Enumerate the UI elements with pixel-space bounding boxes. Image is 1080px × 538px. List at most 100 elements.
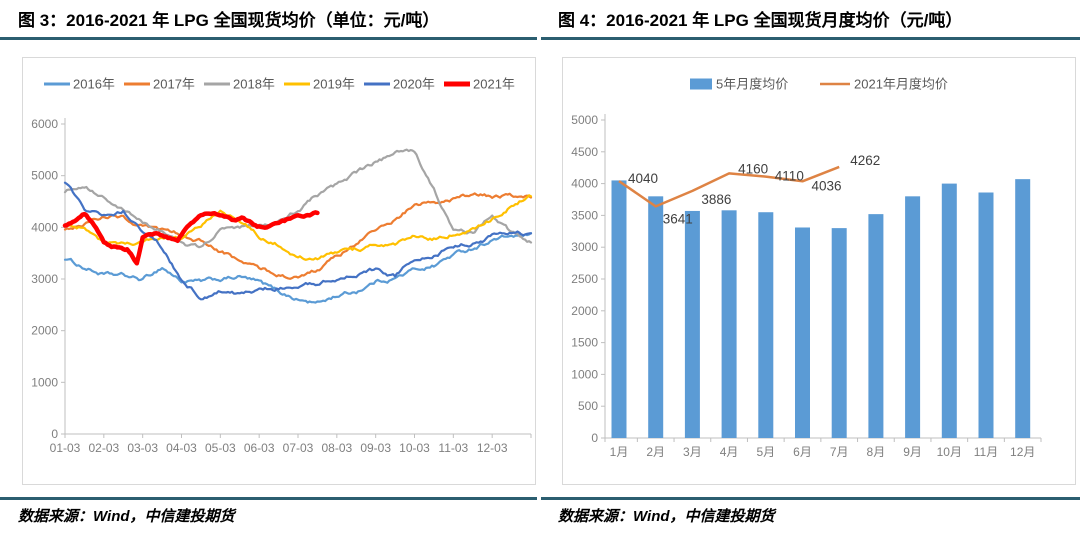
- legend-label-5年月度均价: 5年月度均价: [716, 77, 788, 92]
- x-tick-09-03: 09-03: [360, 441, 391, 455]
- legend-label-2021年: 2021年: [473, 77, 515, 92]
- figure4-title: 图 4：2016-2021 年 LPG 全国现货月度均价（元/吨）: [558, 11, 963, 30]
- y-tick-0: 0: [591, 431, 598, 445]
- bar-9月: [905, 196, 921, 438]
- figure4-y-axis: 0 500 1000 1500 2000 2500 3000 3500 4000 4500 5000: [571, 113, 606, 445]
- figure3-line-chart: 2016年 2017年 2018年 2019年 2020年 2021年 0 1000 2000 3…: [23, 58, 535, 484]
- x-tick-8月: 8月: [867, 445, 886, 459]
- y-tick-500: 500: [578, 399, 598, 413]
- bar-2月: [648, 196, 664, 438]
- bar-11月: [978, 192, 994, 438]
- legend-item-2016年: 2016年: [44, 77, 115, 92]
- figure4-chart-panel: 5年月度均价 2021年月度均价 0 500 1000 1500 2000 2500 3000 3…: [562, 57, 1076, 485]
- figure3-title: 图 3：2016-2021 年 LPG 全国现货均价（单位：元/吨）: [18, 11, 440, 30]
- y-tick-3000: 3000: [31, 272, 58, 286]
- x-tick-01-03: 01-03: [50, 441, 81, 455]
- series-line-2018年: [63, 148, 533, 249]
- x-tick-05-03: 05-03: [205, 441, 236, 455]
- legend-label-2016年: 2016年: [73, 77, 115, 92]
- figure-3: 图 3：2016-2021 年 LPG 全国现货均价（单位：元/吨） 2016年…: [0, 0, 540, 525]
- x-tick-5月: 5月: [756, 445, 775, 459]
- x-tick-02-03: 02-03: [88, 441, 119, 455]
- x-tick-3月: 3月: [683, 445, 702, 459]
- legend-label-2020年: 2020年: [393, 77, 435, 92]
- x-tick-9月: 9月: [903, 445, 922, 459]
- y-tick-3000: 3000: [571, 240, 598, 254]
- y-tick-5000: 5000: [571, 113, 598, 127]
- x-tick-10-03: 10-03: [399, 441, 430, 455]
- legend-item-2017年: 2017年: [124, 77, 195, 92]
- y-tick-1500: 1500: [571, 336, 598, 350]
- x-tick-04-03: 04-03: [166, 441, 197, 455]
- figure4-source: 数据来源：Wind，中信建投期货: [558, 508, 775, 525]
- bar-4月: [721, 210, 737, 438]
- series-line-2016年: [63, 232, 533, 304]
- bar-8月: [868, 214, 884, 438]
- data-label-4040: 4040: [628, 171, 658, 186]
- y-tick-4500: 4500: [571, 145, 598, 159]
- y-tick-1000: 1000: [31, 375, 58, 389]
- data-label-4160: 4160: [738, 161, 768, 176]
- x-tick-1月: 1月: [610, 445, 629, 459]
- legend-label-2021年月度均价: 2021年月度均价: [854, 77, 948, 92]
- y-tick-6000: 6000: [31, 117, 58, 131]
- data-label-4262: 4262: [850, 153, 880, 168]
- data-label-4110: 4110: [775, 169, 804, 184]
- figure3-x-axis: 01-03 02-03 03-03 04-03 05-03 06-03 07-03 08-03…: [50, 433, 532, 455]
- legend-swatch-bar: [690, 78, 712, 90]
- x-tick-11月: 11月: [974, 445, 998, 459]
- y-tick-2000: 2000: [571, 304, 598, 318]
- legend-item-2018年: 2018年: [204, 77, 275, 92]
- bar-7月: [831, 228, 847, 438]
- x-tick-07-03: 07-03: [283, 441, 314, 455]
- legend-item-2020年: 2020年: [364, 77, 435, 92]
- figure4-svg: 5年月度均价 2021年月度均价 0 500 1000 1500 2000 2500 3000 3…: [571, 77, 1042, 459]
- line-2021-monthly: [618, 165, 840, 208]
- figure4-title-bar: 图 4：2016-2021 年 LPG 全国现货月度均价（元/吨）: [540, 0, 1080, 37]
- figure3-bottom-rule: [0, 497, 537, 500]
- data-label-3886: 3886: [701, 192, 731, 207]
- bar-1月: [611, 180, 627, 439]
- series-line-2021年: [62, 210, 320, 266]
- figure4-x-axis: 1月 2月 3月 4月 5月 6月 7月 8月 9月 10月 11月 12月: [604, 437, 1042, 459]
- y-tick-1000: 1000: [571, 367, 598, 381]
- line-data-labels: 4040 3641 3886 4160 4110 4036 4262: [628, 153, 880, 226]
- legend-item-2021年: 2021年: [444, 77, 515, 92]
- legend-label-2019年: 2019年: [313, 77, 355, 92]
- y-tick-4000: 4000: [571, 177, 598, 191]
- figure3-source: 数据来源：Wind，中信建投期货: [18, 508, 235, 525]
- x-tick-03-03: 03-03: [127, 441, 158, 455]
- series-line-2017年: [63, 192, 533, 280]
- y-tick-0: 0: [51, 427, 58, 441]
- bar-series: [611, 179, 1031, 439]
- figure4-bar-chart: 5年月度均价 2021年月度均价 0 500 1000 1500 2000 2500 3000 3…: [563, 58, 1075, 484]
- figure3-legend: 2016年 2017年 2018年 2019年 2020年 2021年: [44, 77, 515, 92]
- x-tick-6月: 6月: [793, 445, 812, 459]
- figure4-bottom-rule: [541, 497, 1080, 500]
- y-tick-5000: 5000: [31, 169, 58, 183]
- x-tick-4月: 4月: [720, 445, 739, 459]
- figure3-title-bar: 图 3：2016-2021 年 LPG 全国现货均价（单位：元/吨）: [0, 0, 540, 37]
- series-line-2019年: [63, 194, 533, 261]
- series-line-2020年: [63, 181, 533, 301]
- figure3-chart-panel: 2016年 2017年 2018年 2019年 2020年 2021年 0 1000 2000 3…: [22, 57, 536, 485]
- x-tick-12-03: 12-03: [477, 441, 508, 455]
- figure4-title-rule: [541, 37, 1080, 40]
- figure3-title-rule: [0, 37, 537, 40]
- bar-5月: [758, 212, 774, 438]
- bar-12月: [1015, 179, 1031, 438]
- x-tick-06-03: 06-03: [244, 441, 275, 455]
- figure3-svg: 2016年 2017年 2018年 2019年 2020年 2021年 0 1000 2000 3…: [31, 77, 533, 455]
- legend-item-2019年: 2019年: [284, 77, 355, 92]
- figure-4: 图 4：2016-2021 年 LPG 全国现货月度均价（元/吨） 5年月度均价…: [540, 0, 1080, 538]
- figure4-legend: 5年月度均价 2021年月度均价: [690, 77, 948, 92]
- y-tick-4000: 4000: [31, 220, 58, 234]
- x-tick-08-03: 08-03: [321, 441, 352, 455]
- bar-6月: [795, 227, 810, 438]
- data-label-4036: 4036: [812, 178, 842, 193]
- x-tick-2月: 2月: [646, 445, 665, 459]
- x-tick-12月: 12月: [1010, 445, 1035, 459]
- legend-label-2018年: 2018年: [233, 77, 275, 92]
- x-tick-11-03: 11-03: [438, 441, 468, 455]
